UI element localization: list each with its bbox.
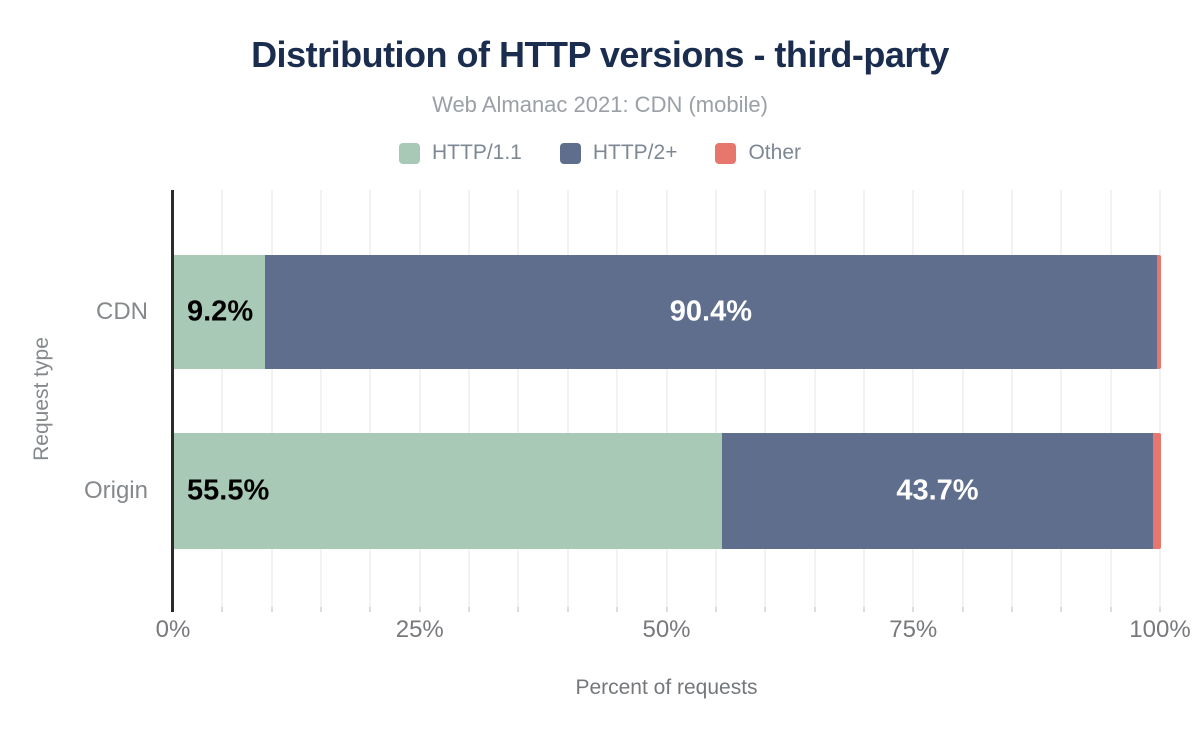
gridline <box>221 190 224 607</box>
bar-value-label: 43.7% <box>896 474 979 507</box>
x-tick-label: 100% <box>1129 616 1191 643</box>
y-axis-title: Request type <box>30 337 53 461</box>
x-tick-mark <box>764 607 767 612</box>
x-tick-mark <box>665 607 668 612</box>
legend-swatch-other <box>715 142 737 164</box>
legend-swatch-http11 <box>399 142 420 164</box>
legend: HTTP/1.1 HTTP/2+ Other <box>0 141 1200 165</box>
x-tick-mark <box>1010 607 1013 612</box>
x-tick-mark <box>714 607 717 612</box>
bar-value-label: 55.5% <box>187 474 270 507</box>
category-label-cdn: CDN <box>96 298 148 325</box>
legend-swatch-http2plus <box>559 142 581 164</box>
legend-item-other: Other <box>715 141 801 165</box>
x-tick-mark <box>1060 607 1063 612</box>
gridline <box>517 190 520 607</box>
x-axis-ticks: 0% 25% 50% 75% 100% <box>156 616 1191 650</box>
gridline <box>665 190 668 607</box>
bar-segment-http-1-1: 55.5% <box>174 433 722 549</box>
gridline <box>1060 190 1063 607</box>
x-axis-title: Percent of requests <box>575 676 758 699</box>
x-tick-mark <box>1159 607 1161 612</box>
x-tick-mark <box>813 607 816 612</box>
bar-segment-other <box>1157 255 1161 369</box>
bar-value-label: 9.2% <box>187 295 254 328</box>
x-tick-mark <box>418 607 421 612</box>
chart-subtitle: Web Almanac 2021: CDN (mobile) <box>432 92 768 117</box>
plot-area: 9.2% 90.4% 55.5% 43.7% <box>171 190 1161 612</box>
x-tick-mark <box>862 607 865 612</box>
x-tick-label: 75% <box>889 616 938 643</box>
gridline <box>912 190 915 607</box>
gridline <box>813 190 816 607</box>
bar-segment-http-2-: 43.7% <box>721 433 1154 549</box>
bar-segment-http-2-: 90.4% <box>264 255 1158 369</box>
x-tick-mark <box>1109 607 1112 612</box>
gridline <box>862 190 865 607</box>
x-tick-mark <box>320 607 323 612</box>
x-tick-mark <box>369 607 372 612</box>
bar-row: 9.2% 90.4% <box>174 255 1161 369</box>
gridline <box>616 190 619 607</box>
y-axis-line <box>171 190 174 612</box>
x-tick-mark <box>468 607 471 612</box>
legend-item-http2plus: HTTP/2+ <box>559 141 678 165</box>
x-tick-mark <box>961 607 964 612</box>
gridline <box>320 190 323 607</box>
chart-title: Distribution of HTTP versions - third-pa… <box>251 34 949 75</box>
gridline <box>961 190 964 607</box>
gridline <box>418 190 421 607</box>
x-tick-mark <box>221 607 224 612</box>
gridline <box>468 190 471 607</box>
bar-segment-http-1-1: 9.2% <box>174 255 265 369</box>
bar-segment-other <box>1153 433 1161 549</box>
bar-value-label: 90.4% <box>669 295 753 328</box>
bar-row: 55.5% 43.7% <box>174 433 1161 549</box>
legend-label: HTTP/2+ <box>592 141 678 164</box>
x-tick-label: 0% <box>155 616 191 643</box>
x-tick-mark <box>912 607 915 612</box>
gridline <box>1159 190 1161 607</box>
legend-label: HTTP/1.1 <box>432 141 522 164</box>
y-category-labels: CDN Origin <box>0 190 161 607</box>
x-tick-label: 50% <box>642 616 691 643</box>
legend-label: Other <box>748 141 801 164</box>
gridline <box>1010 190 1013 607</box>
x-tick-label: 25% <box>395 616 444 643</box>
x-tick-mark <box>566 607 569 612</box>
x-tick-mark <box>517 607 520 612</box>
x-tick-mark <box>270 607 273 612</box>
gridline <box>369 190 372 607</box>
gridline <box>566 190 569 607</box>
legend-item-http11: HTTP/1.1 <box>399 141 522 165</box>
gridline <box>1109 190 1112 607</box>
x-tick-mark <box>616 607 619 612</box>
gridline <box>714 190 717 607</box>
gridline <box>764 190 767 607</box>
gridline <box>270 190 273 607</box>
category-label-origin: Origin <box>83 477 148 504</box>
